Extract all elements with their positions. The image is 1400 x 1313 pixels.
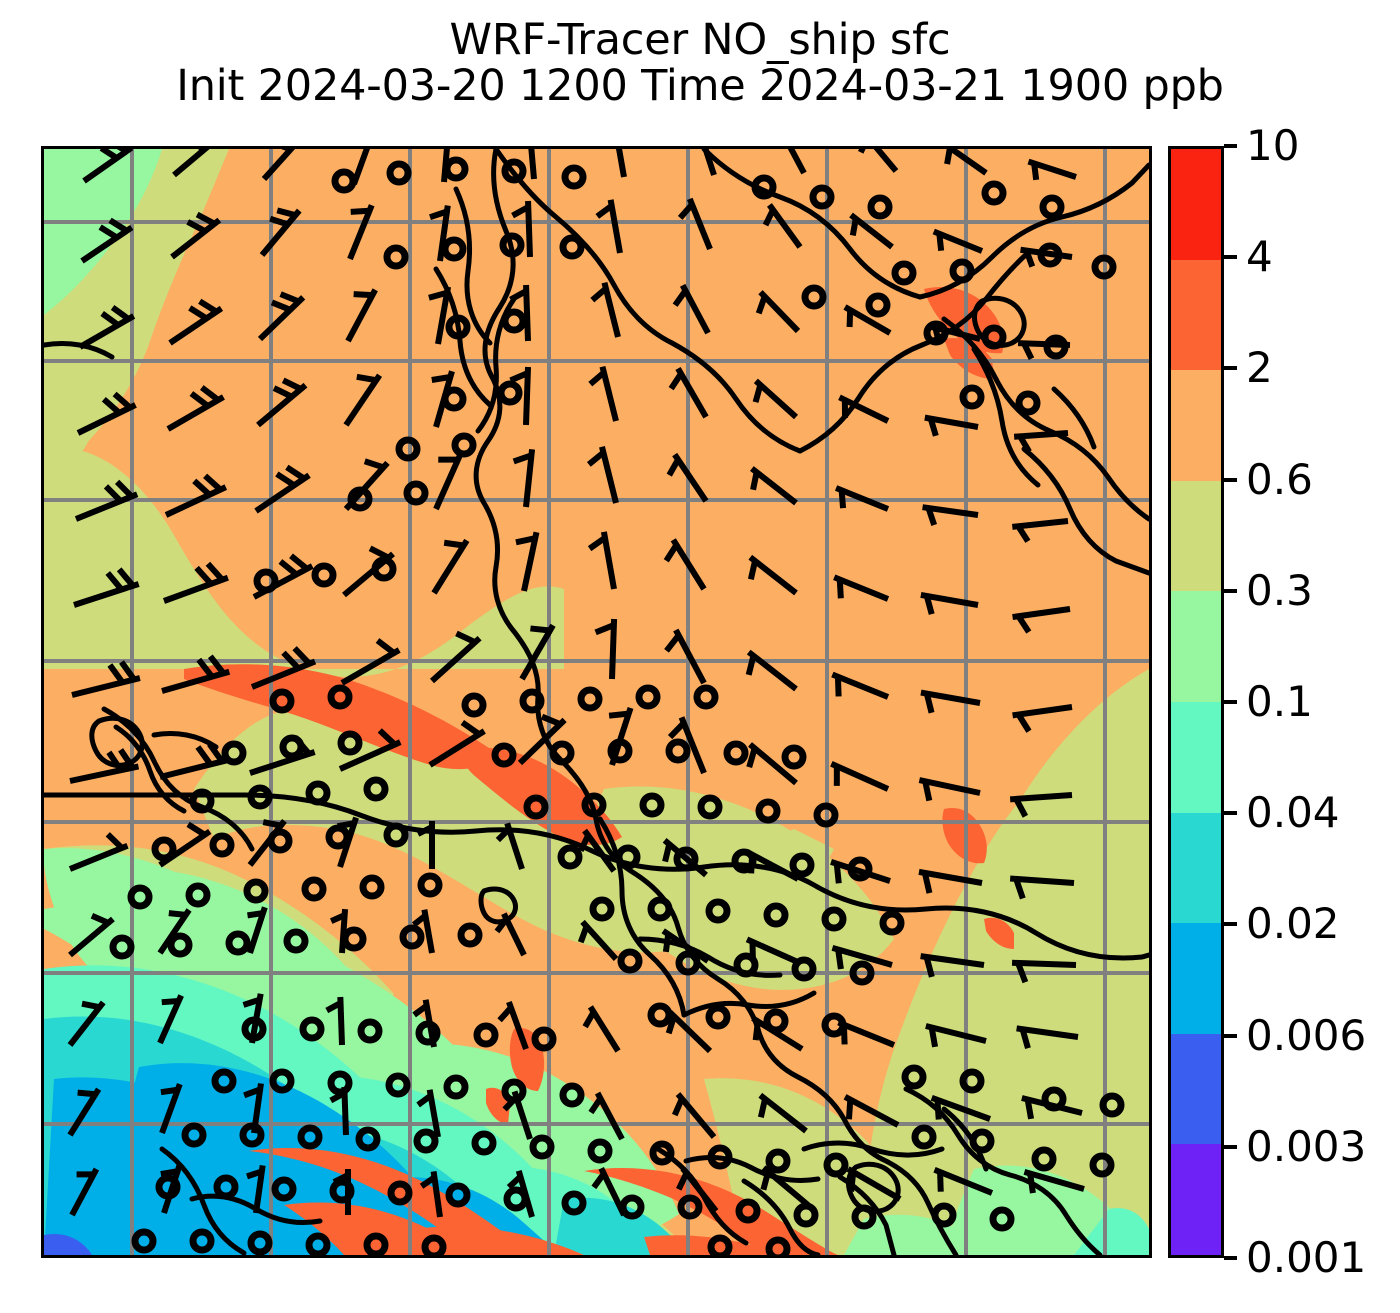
- tick-mark: [1224, 922, 1237, 927]
- tracer-concentration-map: [44, 149, 1149, 1255]
- tick-mark: [1224, 144, 1237, 148]
- colorbar-band: [1171, 812, 1221, 924]
- tick-label: 10: [1246, 121, 1300, 170]
- colorbar-band: [1171, 370, 1221, 481]
- tick-mark: [1224, 1144, 1237, 1149]
- tick-mark: [1224, 1256, 1237, 1260]
- colorbar-band: [1171, 1033, 1221, 1145]
- colorbar-tick-labels: 10 4 2 0.6 0.3 0.1 0.04 0.02: [1224, 121, 1400, 1282]
- tick-mark: [1224, 477, 1237, 482]
- chart-title: WRF-Tracer NO_ship sfc Init 2024-03-20 1…: [0, 15, 1400, 111]
- tick-label: 0.006: [1246, 1010, 1367, 1060]
- tick-label: 0.001: [1246, 1233, 1367, 1282]
- colorbar-band: [1171, 923, 1221, 1034]
- colorbar-band: [1171, 480, 1221, 592]
- tick-label: 0.3: [1246, 565, 1313, 615]
- colorbar[interactable]: [1168, 146, 1224, 1258]
- tick-mark: [1224, 255, 1237, 260]
- tick-label: 0.1: [1246, 677, 1313, 726]
- tick-label: 0.02: [1246, 899, 1340, 949]
- tick-label: 2: [1246, 343, 1273, 393]
- colorbar-band: [1171, 259, 1221, 371]
- title-line-primary: WRF-Tracer NO_ship sfc: [449, 15, 951, 65]
- tick-label: 4: [1246, 232, 1273, 282]
- title-line-secondary: Init 2024-03-20 1200 Time 2024-03-21 190…: [176, 60, 1224, 111]
- colorbar-band: [1171, 702, 1221, 813]
- colorbar-band: [1171, 1144, 1221, 1255]
- tick-label: 0.6: [1246, 454, 1313, 504]
- tick-label: 0.003: [1246, 1121, 1367, 1171]
- tick-mark: [1224, 588, 1237, 593]
- tick-mark: [1224, 700, 1237, 704]
- tick-mark: [1224, 366, 1237, 371]
- colorbar-band: [1171, 149, 1221, 260]
- tick-mark: [1224, 811, 1237, 816]
- colorbar-band: [1171, 591, 1221, 702]
- tick-label: 0.04: [1246, 788, 1340, 838]
- tick-mark: [1224, 1033, 1237, 1038]
- map-plot-area[interactable]: [41, 146, 1152, 1258]
